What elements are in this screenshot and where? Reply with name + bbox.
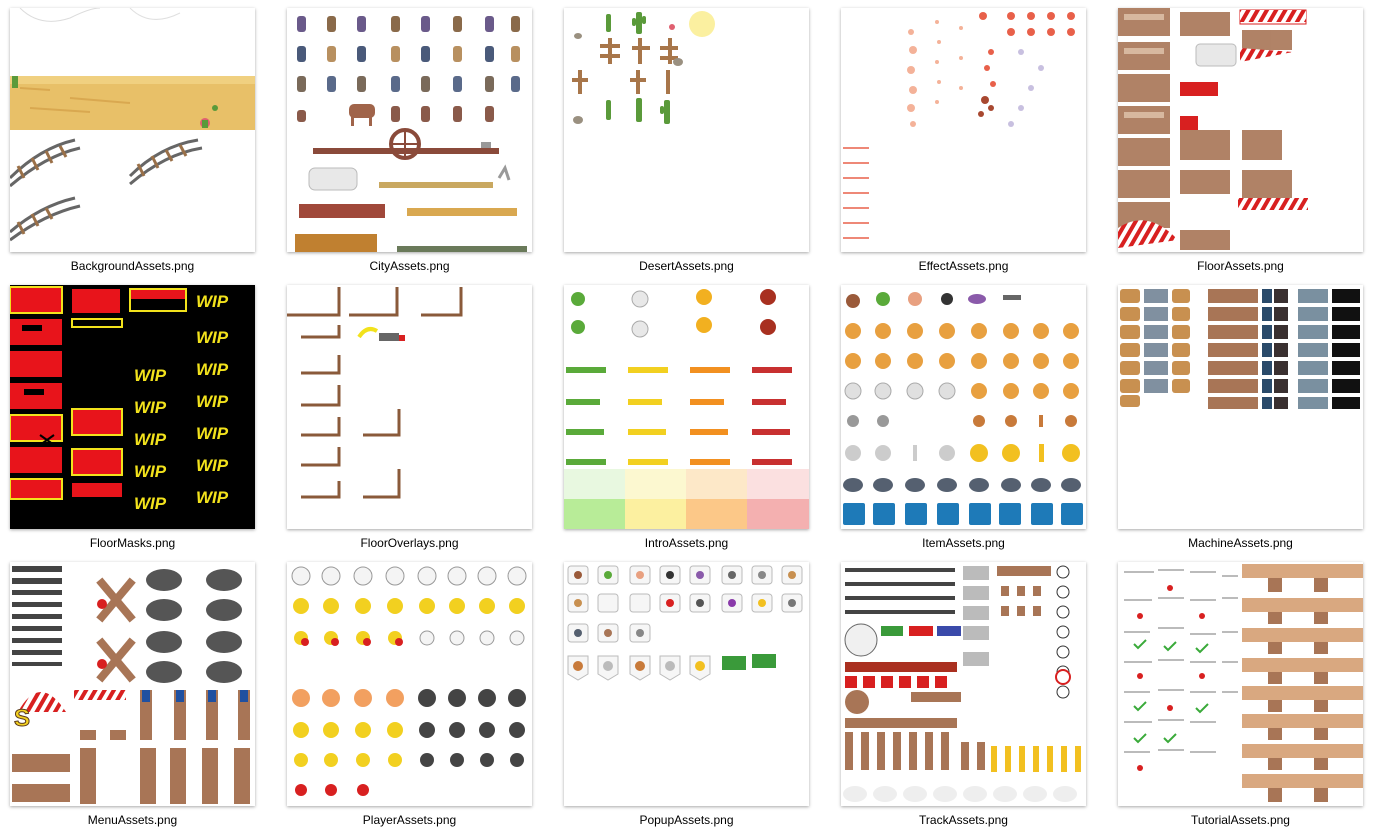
file-item[interactable]: PlayerAssets.png: [277, 554, 554, 831]
file-item[interactable]: EffectAssets.png: [831, 0, 1108, 277]
file-item[interactable]: TrackAssets.png: [831, 554, 1108, 831]
wip-label: WIP: [196, 328, 229, 347]
file-item[interactable]: PopupAssets.png: [554, 554, 831, 831]
file-thumbnail[interactable]: [1118, 8, 1363, 252]
item-assets-thumbnail: [841, 285, 1086, 529]
file-item[interactable]: FloorOverlays.png: [277, 277, 554, 554]
tutorial-assets-thumbnail: [1118, 562, 1363, 806]
file-name: TrackAssets.png: [919, 813, 1008, 827]
file-name: FloorOverlays.png: [360, 536, 459, 550]
floor-overlays-thumbnail: [287, 285, 532, 529]
menu-assets-thumbnail: S: [10, 562, 255, 806]
file-name: CityAssets.png: [369, 259, 450, 273]
wip-label: WIP: [196, 360, 229, 379]
file-thumbnail[interactable]: [287, 285, 532, 529]
intro-assets-thumbnail: [564, 285, 809, 529]
file-thumbnail[interactable]: S: [10, 562, 255, 806]
wip-label: WIP: [134, 430, 167, 449]
city-assets-thumbnail: [287, 8, 532, 252]
wip-label: WIP: [196, 292, 229, 311]
file-item[interactable]: CityAssets.png: [277, 0, 554, 277]
file-name: BackgroundAssets.png: [70, 259, 195, 273]
wip-label: WIP: [196, 392, 229, 411]
wip-label: WIP: [134, 366, 167, 385]
file-name: EffectAssets.png: [918, 259, 1009, 273]
file-name: FloorMasks.png: [89, 536, 176, 550]
file-name: PlayerAssets.png: [362, 813, 457, 827]
desert-assets-thumbnail: [564, 8, 809, 252]
file-name: MenuAssets.png: [87, 813, 178, 827]
file-thumbnail[interactable]: [10, 8, 255, 252]
file-item[interactable]: WIP WIP WIP WIP WIP WIP WIP WIP WIP WIP …: [0, 277, 277, 554]
file-name: TutorialAssets.png: [1191, 813, 1290, 827]
floor-assets-thumbnail: [1118, 8, 1363, 252]
wip-label: WIP: [196, 488, 229, 507]
file-thumbnail[interactable]: [564, 285, 809, 529]
effect-assets-thumbnail: [841, 8, 1086, 252]
background-assets-thumbnail: [10, 8, 255, 252]
file-thumbnail[interactable]: [564, 562, 809, 806]
file-thumbnail[interactable]: WIP WIP WIP WIP WIP WIP WIP WIP WIP WIP …: [10, 285, 255, 529]
file-thumbnail[interactable]: [841, 8, 1086, 252]
wip-label: WIP: [134, 462, 167, 481]
wip-label: WIP: [134, 398, 167, 417]
file-item[interactable]: DesertAssets.png: [554, 0, 831, 277]
file-item[interactable]: TutorialAssets.png: [1108, 554, 1373, 831]
file-thumbnail[interactable]: [841, 285, 1086, 529]
file-item[interactable]: ItemAssets.png: [831, 277, 1108, 554]
wip-label: WIP: [196, 456, 229, 475]
logo-art: S: [14, 705, 30, 732]
player-assets-thumbnail: [287, 562, 532, 806]
file-name: IntroAssets.png: [644, 536, 729, 550]
file-item[interactable]: FloorAssets.png: [1108, 0, 1373, 277]
file-thumbnail[interactable]: [1118, 285, 1363, 529]
track-assets-thumbnail: [841, 562, 1086, 806]
file-name: PopupAssets.png: [639, 813, 734, 827]
file-item[interactable]: BackgroundAssets.png: [0, 0, 277, 277]
file-item[interactable]: S MenuAssets.png: [0, 554, 277, 831]
file-thumbnail[interactable]: [564, 8, 809, 252]
file-item[interactable]: IntroAssets.png: [554, 277, 831, 554]
machine-assets-thumbnail: [1118, 285, 1363, 529]
file-name: DesertAssets.png: [639, 259, 734, 273]
file-name: ItemAssets.png: [922, 536, 1005, 550]
popup-assets-thumbnail: [564, 562, 809, 806]
wip-label: WIP: [196, 424, 229, 443]
file-name: MachineAssets.png: [1188, 536, 1293, 550]
file-thumbnail[interactable]: [841, 562, 1086, 806]
file-thumbnail[interactable]: [1118, 562, 1363, 806]
file-item[interactable]: MachineAssets.png: [1108, 277, 1373, 554]
floor-masks-thumbnail: WIP WIP WIP WIP WIP WIP WIP WIP WIP WIP …: [10, 285, 255, 529]
file-name: FloorAssets.png: [1197, 259, 1284, 273]
file-thumbnail[interactable]: [287, 562, 532, 806]
wip-label: WIP: [134, 494, 167, 513]
file-thumbnail[interactable]: [287, 8, 532, 252]
